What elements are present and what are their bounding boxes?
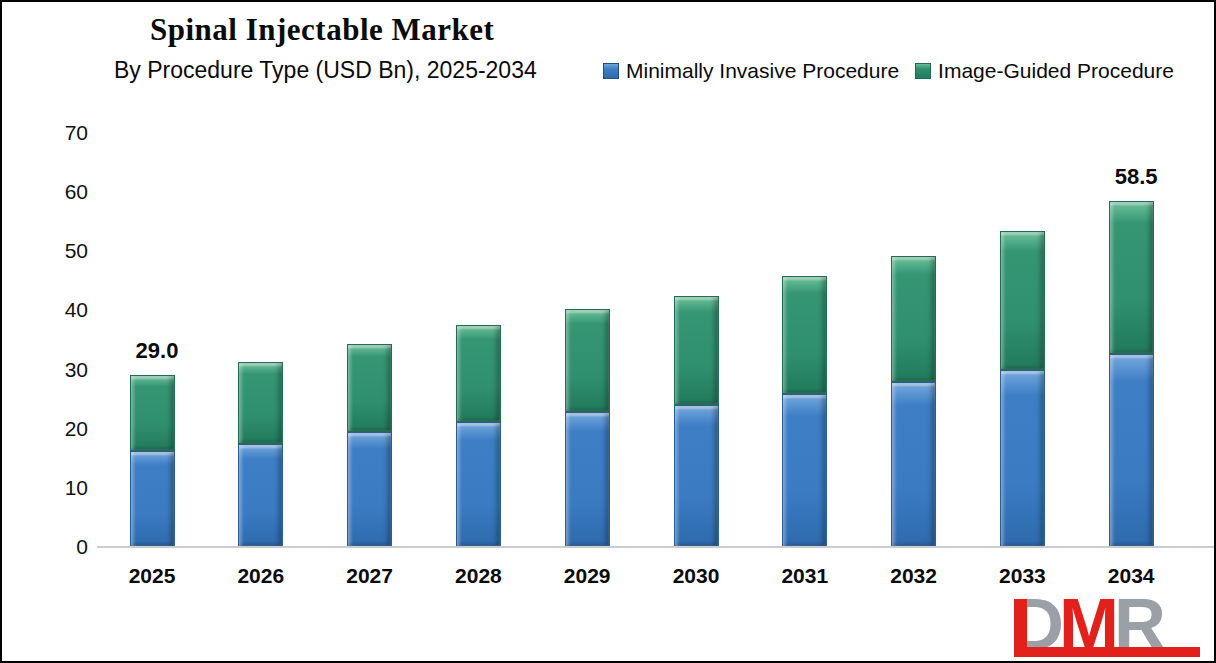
bar-segment-image-guided-2029: [565, 309, 610, 411]
legend-item-minimally-invasive: Minimally Invasive Procedure: [603, 59, 899, 83]
bar-2033: [1000, 231, 1045, 547]
x-label-2026: 2026: [211, 564, 311, 590]
y-tick-30: 30: [20, 358, 88, 382]
bar-2026: [238, 362, 283, 547]
bar-segment-minimally-invasive-2026: [238, 444, 283, 547]
bar-value-label-2034: 58.5: [1081, 164, 1191, 190]
y-tick-20: 20: [20, 417, 88, 441]
x-label-2029: 2029: [537, 564, 637, 590]
chart-subtitle: By Procedure Type (USD Bn), 2025-2034: [114, 57, 537, 84]
x-label-2030: 2030: [646, 564, 746, 590]
y-tick-0: 0: [20, 535, 88, 559]
bar-segment-image-guided-2033: [1000, 231, 1045, 369]
y-tick-60: 60: [20, 180, 88, 204]
legend-swatch-green-icon: [915, 63, 931, 79]
dmr-logo: DMR: [998, 597, 1212, 661]
bar-segment-image-guided-2026: [238, 362, 283, 444]
x-axis-line: [97, 546, 1214, 548]
bar-segment-image-guided-2030: [674, 296, 719, 405]
x-label-2031: 2031: [755, 564, 855, 590]
bar-segment-image-guided-2034: [1109, 201, 1154, 354]
x-label-2028: 2028: [428, 564, 528, 590]
bar-segment-minimally-invasive-2025: [130, 451, 175, 547]
y-tick-40: 40: [20, 298, 88, 322]
bar-segment-minimally-invasive-2033: [1000, 370, 1045, 547]
bar-segment-minimally-invasive-2028: [456, 422, 501, 547]
bar-segment-minimally-invasive-2029: [565, 412, 610, 547]
y-tick-50: 50: [20, 239, 88, 263]
bar-segment-image-guided-2025: [130, 375, 175, 451]
bar-2032: [891, 256, 936, 547]
bar-segment-image-guided-2032: [891, 256, 936, 382]
bar-2025: [130, 375, 175, 547]
chart-title: Spinal Injectable Market: [150, 12, 494, 48]
legend-swatch-blue-icon: [603, 63, 619, 79]
bar-2030: [674, 296, 719, 547]
legend-label-minimally-invasive: Minimally Invasive Procedure: [626, 59, 899, 83]
bar-segment-minimally-invasive-2031: [782, 394, 827, 547]
bar-value-label-2025: 29.0: [102, 338, 212, 364]
bar-segment-minimally-invasive-2030: [674, 405, 719, 547]
bar-2029: [565, 309, 610, 547]
bar-segment-image-guided-2028: [456, 325, 501, 421]
logo-red-stem: [1014, 599, 1027, 651]
bar-segment-image-guided-2027: [347, 344, 392, 432]
y-tick-70: 70: [20, 121, 88, 145]
bar-segment-minimally-invasive-2034: [1109, 354, 1154, 547]
bar-2031: [782, 276, 827, 547]
bar-segment-minimally-invasive-2032: [891, 382, 936, 547]
y-tick-10: 10: [20, 476, 88, 500]
bar-2027: [347, 344, 392, 547]
x-label-2025: 2025: [102, 564, 202, 590]
bar-segment-image-guided-2031: [782, 276, 827, 394]
chart-canvas: Spinal Injectable Market By Procedure Ty…: [0, 0, 1216, 663]
legend-item-image-guided: Image-Guided Procedure: [915, 59, 1174, 83]
legend: Minimally Invasive Procedure Image-Guide…: [603, 59, 1174, 83]
bar-2034: [1109, 201, 1154, 547]
x-label-2032: 2032: [864, 564, 964, 590]
x-label-2027: 2027: [320, 564, 420, 590]
legend-label-image-guided: Image-Guided Procedure: [938, 59, 1174, 83]
logo-red-underbar: [1014, 647, 1200, 657]
bar-2028: [456, 325, 501, 547]
bar-segment-minimally-invasive-2027: [347, 432, 392, 547]
